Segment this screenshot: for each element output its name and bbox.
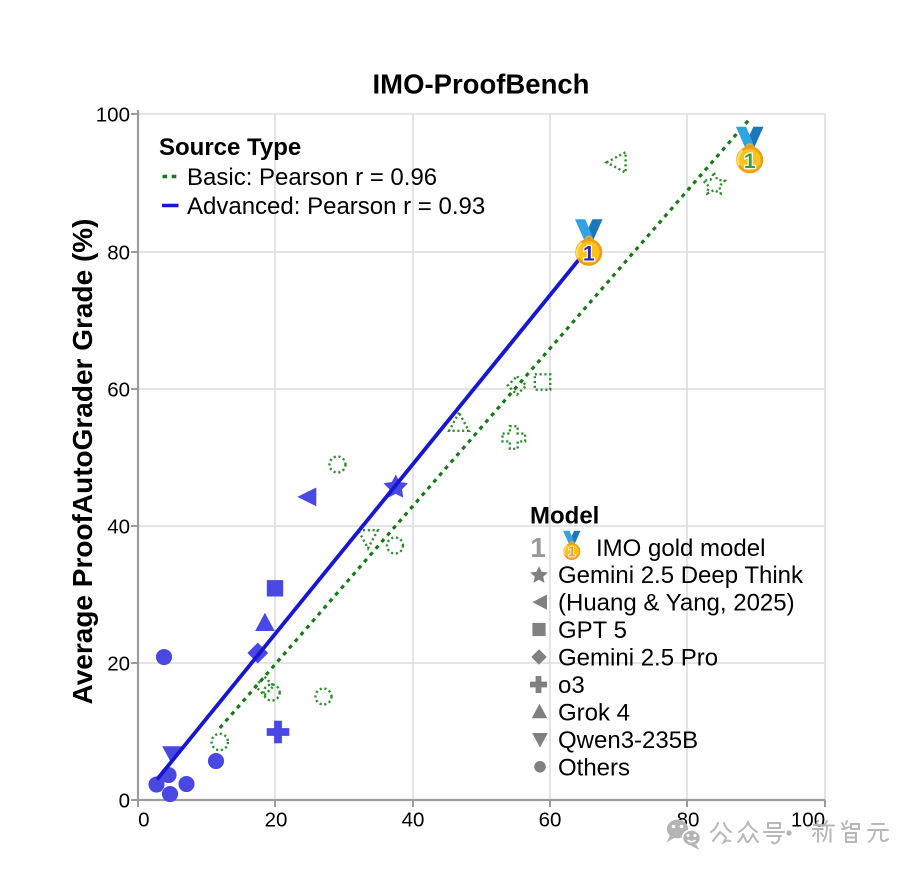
svg-text:Qwen3-235B: Qwen3-235B: [558, 727, 698, 754]
svg-text:Grok 4: Grok 4: [558, 700, 630, 727]
svg-text:(Huang & Yang, 2025): (Huang & Yang, 2025): [558, 590, 795, 617]
svg-text:20: 20: [265, 809, 288, 832]
svg-text:40: 40: [107, 516, 130, 539]
svg-text:Others: Others: [558, 754, 630, 781]
svg-text:20: 20: [107, 653, 130, 676]
svg-text:o3: o3: [558, 672, 585, 699]
svg-text:60: 60: [107, 379, 130, 402]
svg-text:Model: Model: [530, 503, 599, 530]
svg-text:1: 1: [583, 242, 595, 265]
svg-text:40: 40: [402, 809, 425, 832]
svg-text:Advanced: Pearson r = 0.93: Advanced: Pearson r = 0.93: [187, 193, 485, 220]
svg-text:100: 100: [96, 104, 130, 127]
svg-text:0: 0: [119, 790, 130, 813]
svg-text:Average ProofAutoGrader Grade: Average ProofAutoGrader Grade (%): [67, 219, 98, 705]
svg-text:IMO-ProofBench: IMO-ProofBench: [373, 69, 590, 100]
svg-text:80: 80: [107, 242, 130, 265]
svg-text:Basic: Pearson r = 0.96: Basic: Pearson r = 0.96: [187, 164, 437, 191]
svg-text:1: 1: [568, 543, 576, 559]
svg-text:Gemini 2.5 Deep Think: Gemini 2.5 Deep Think: [558, 562, 804, 589]
svg-text:Source Type: Source Type: [159, 134, 301, 161]
svg-text:GPT 5: GPT 5: [558, 617, 627, 644]
svg-text:60: 60: [539, 809, 562, 832]
svg-text:IMO gold model: IMO gold model: [596, 535, 765, 562]
svg-text:0: 0: [138, 809, 149, 832]
svg-text:1: 1: [744, 150, 756, 173]
svg-text:Gemini 2.5 Pro: Gemini 2.5 Pro: [558, 645, 718, 672]
svg-text:1: 1: [530, 532, 546, 563]
